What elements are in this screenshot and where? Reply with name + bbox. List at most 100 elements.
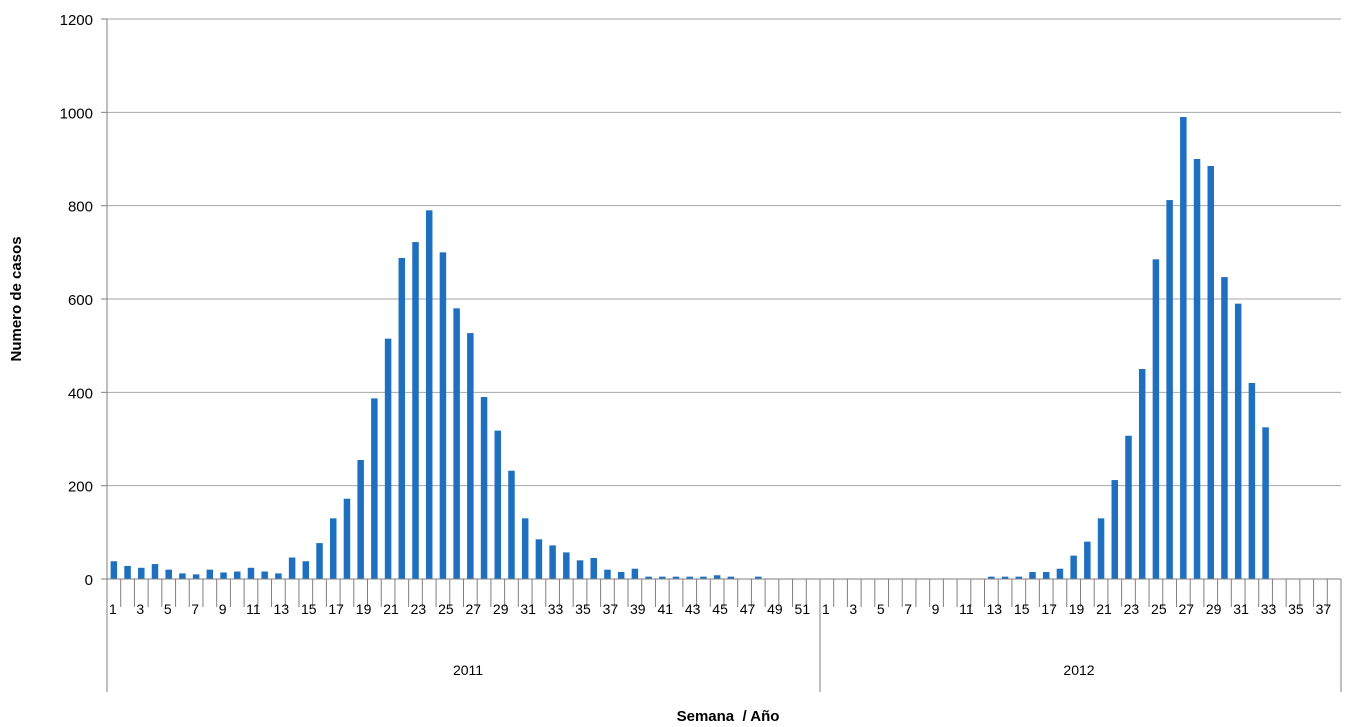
bar-2012-w14	[1001, 576, 1009, 579]
bar-2011-w12	[261, 571, 268, 579]
x-tick-labels: 1 3 5 7 9 11 13 15 17 19 21 23 25 27 29 31 33 35 37 39 41 43 4…	[109, 601, 1331, 617]
bar-2011-w5	[165, 569, 172, 579]
x-tick-label-2012-27: 27	[1178, 601, 1194, 617]
y-tick-label-400: 400	[68, 385, 93, 402]
x-tick-label-2011-13: 13	[274, 601, 290, 617]
y-tick-label-0: 0	[85, 572, 93, 589]
x-tick-label-2012-29: 29	[1206, 601, 1222, 617]
bar-2011-w41	[659, 576, 666, 579]
x-tick-label-2011-5: 5	[164, 601, 172, 617]
x-tick-label-2011-41: 41	[657, 601, 673, 617]
x-tick-label-2012-13: 13	[987, 601, 1003, 617]
x-tick-label-2011-49: 49	[767, 601, 783, 617]
bar-2011-w42	[672, 576, 680, 579]
x-tick-label-2011-11: 11	[246, 601, 261, 617]
y-axis-title: Numero de casos	[8, 236, 25, 361]
bar-2012-w23	[1125, 435, 1132, 579]
bar-2012-w15	[1015, 576, 1023, 579]
bar-2012-w20	[1084, 541, 1091, 579]
bar-2011-w43	[686, 576, 693, 579]
bar-2012-w22	[1111, 480, 1119, 579]
bar-2011-w1	[110, 561, 118, 579]
y-tick-label-800: 800	[68, 199, 93, 216]
bar-2011-w36	[590, 558, 597, 579]
bar-2011-w35	[576, 560, 584, 579]
x-tick-label-2011-39: 39	[630, 601, 646, 617]
bar-2012-w25	[1152, 259, 1160, 579]
x-tick-label-2012-9: 9	[932, 601, 940, 617]
bar-2011-w16	[316, 543, 323, 579]
bar-2011-w4	[151, 564, 159, 579]
bar-2012-w21	[1097, 518, 1105, 579]
x-tick-label-2012-21: 21	[1096, 601, 1112, 617]
bar-2011-w37	[604, 569, 611, 579]
bar-2011-w11	[247, 567, 255, 579]
bar-2011-w30	[508, 470, 515, 579]
x-tick-label-2012-3: 3	[849, 601, 857, 617]
bar-2011-w8	[206, 569, 214, 579]
x-tick-label-2012-19: 19	[1069, 601, 1085, 617]
x-tick-label-2011-51: 51	[795, 601, 811, 617]
x-tick-label-2011-17: 17	[328, 601, 344, 617]
bar-2011-w19	[357, 460, 364, 579]
x-tick-label-2011-35: 35	[575, 601, 591, 617]
bar-2011-w18	[343, 498, 351, 579]
bar-2011-w39	[631, 568, 639, 579]
x-tick-label-2011-23: 23	[411, 601, 427, 617]
bar-2011-w13	[275, 573, 282, 579]
bar-2012-w28	[1193, 159, 1201, 579]
x-tick-label-2011-21: 21	[383, 601, 399, 617]
bar-2012-w33	[1262, 427, 1269, 579]
bar-2011-w7	[192, 574, 200, 579]
bar-2011-w40	[645, 576, 652, 579]
bar-2011-w9	[220, 572, 227, 579]
x-tick-label-2011-43: 43	[685, 601, 701, 617]
axes	[101, 18, 1342, 692]
bar-2011-w48	[755, 576, 762, 579]
bar-2012-w32	[1248, 383, 1256, 579]
bar-2012-w19	[1070, 555, 1077, 579]
x-tick-label-2012-11: 11	[959, 601, 974, 617]
bar-2011-w45	[713, 575, 721, 579]
y-tick-label-1200: 1200	[60, 12, 93, 29]
bar-2011-w44	[700, 576, 707, 579]
x-tick-label-2012-17: 17	[1041, 601, 1057, 617]
x-tick-label-2011-37: 37	[603, 601, 619, 617]
x-tick-label-2011-29: 29	[493, 601, 509, 617]
y-tick-labels: 0 200 400 600 800 1000 1200	[60, 12, 93, 589]
bar-2012-w30	[1221, 277, 1228, 579]
bar-2012-w26	[1166, 200, 1173, 580]
bar-2011-w23	[412, 242, 419, 580]
x-tick-label-2011-3: 3	[136, 601, 144, 617]
x-tick-label-2011-15: 15	[301, 601, 317, 617]
bar-2011-w21	[384, 338, 392, 579]
bar-2011-w33	[549, 545, 556, 579]
x-tick-label-2011-33: 33	[548, 601, 564, 617]
x-tick-label-2011-27: 27	[465, 601, 481, 617]
x-tick-label-2011-9: 9	[219, 601, 227, 617]
bar-2012-w27	[1180, 117, 1187, 579]
bar-2011-w3	[138, 567, 145, 579]
bar-2011-w14	[288, 557, 296, 579]
x-tick-label-2011-45: 45	[712, 601, 728, 617]
bar-2012-w13	[988, 576, 995, 579]
bar-2011-w15	[302, 561, 310, 579]
y-tick-label-600: 600	[68, 292, 93, 309]
x-tick-label-2012-33: 33	[1261, 601, 1277, 617]
bar-2011-w26	[453, 308, 460, 579]
bar-2011-w34	[563, 552, 570, 579]
x-axis-title: Semana / Año	[677, 708, 780, 725]
bar-2011-w27	[467, 333, 474, 579]
bar-2012-w24	[1138, 369, 1146, 579]
x-tick-label-2012-37: 37	[1316, 601, 1332, 617]
x-tick-label-2012-1: 1	[822, 601, 830, 617]
x-tick-label-2012-5: 5	[877, 601, 885, 617]
year-label-2011: 2011	[453, 662, 483, 678]
x-tick-label-2012-31: 31	[1233, 601, 1249, 617]
bar-2011-w17	[329, 518, 337, 579]
bar-2011-w46	[727, 576, 735, 579]
bar-2011-w6	[179, 573, 186, 579]
bar-2011-w25	[439, 252, 447, 580]
x-tick-label-2012-7: 7	[904, 601, 912, 617]
